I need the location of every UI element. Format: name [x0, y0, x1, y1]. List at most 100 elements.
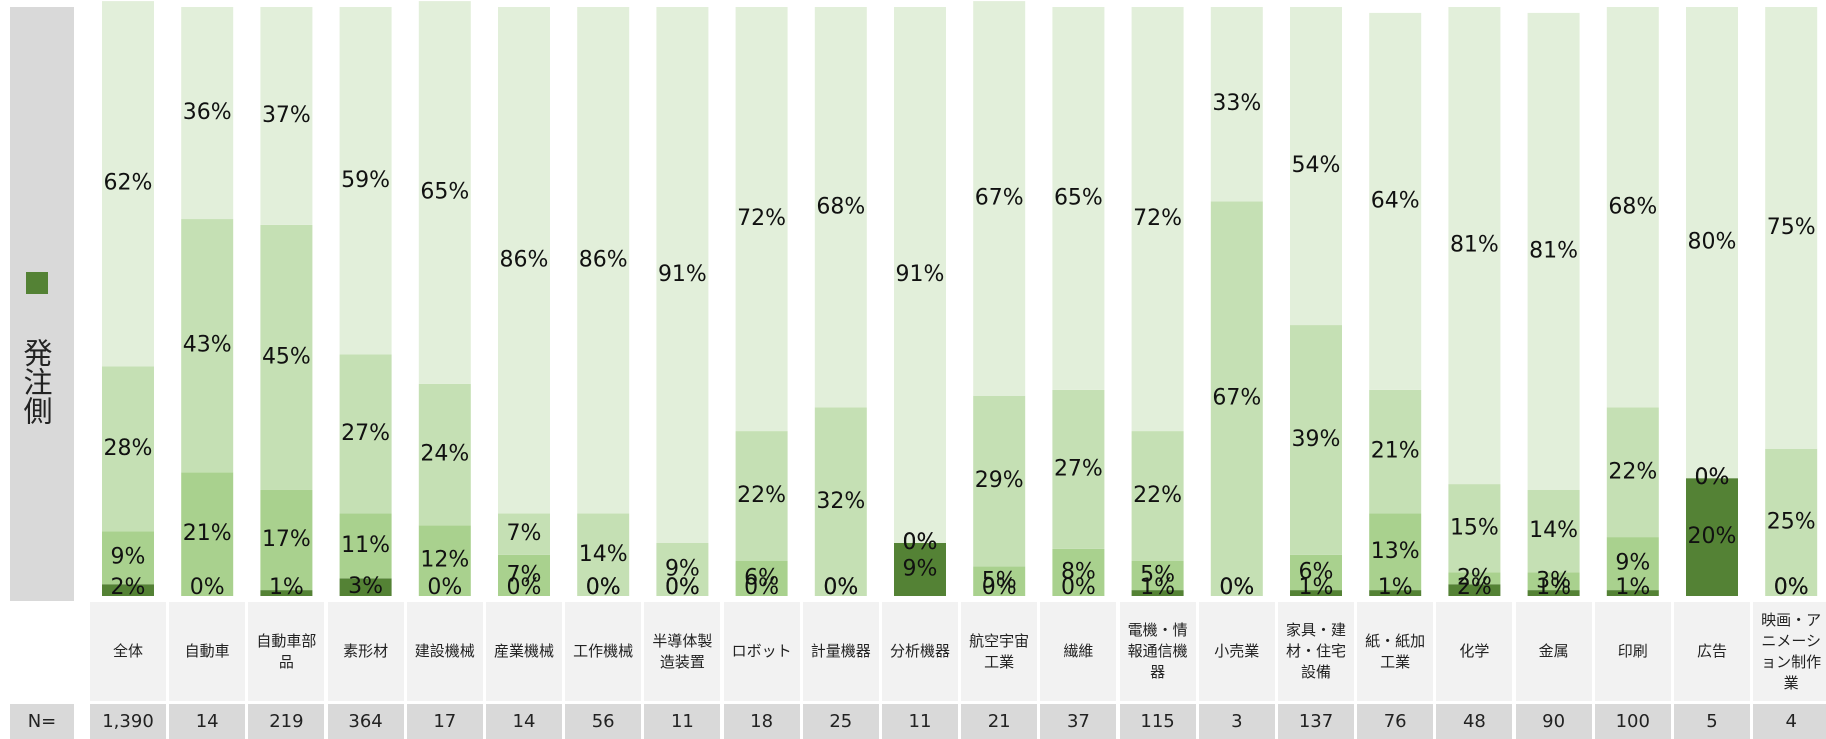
bar-segment [1052, 389, 1105, 549]
n-value: 56 [565, 704, 642, 739]
n-value: 90 [1515, 704, 1592, 739]
n-value: 219 [248, 704, 325, 739]
n-value: 137 [1278, 704, 1354, 739]
data-label: 43% [183, 333, 232, 358]
data-label: 81% [1529, 238, 1578, 263]
data-label: 67% [975, 185, 1024, 210]
bar-segment [339, 7, 392, 355]
bar-segment [1369, 590, 1422, 596]
data-label: 7% [507, 562, 542, 587]
category-label: 自動車部品 [248, 602, 325, 701]
bar-segment [1290, 590, 1342, 596]
data-label: 9% [1615, 551, 1650, 576]
bar-segment [102, 584, 154, 596]
data-label: 22% [1608, 459, 1657, 484]
category-label: ロボット [723, 602, 800, 701]
bar-segment [577, 7, 630, 514]
bar-segment [181, 219, 234, 473]
data-label: 28% [104, 436, 153, 461]
data-label: 39% [1292, 427, 1341, 452]
data-label: 8% [1061, 559, 1096, 584]
data-label: 25% [1767, 509, 1816, 534]
data-label: 0% [1695, 465, 1730, 490]
data-label: 59% [341, 168, 390, 193]
bar-segment [656, 7, 709, 543]
data-label: 37% [262, 103, 311, 128]
bar-segment [1131, 7, 1184, 432]
n-value: 115 [1119, 704, 1196, 739]
n-value: 3 [1198, 704, 1275, 739]
data-label: 0% [903, 530, 938, 555]
data-label: 0% [190, 575, 225, 600]
data-label: 1% [1140, 575, 1175, 600]
bar-segment [498, 554, 550, 596]
bar-segment [260, 7, 313, 225]
bar-segment [181, 472, 234, 596]
category-label: 繊維 [1040, 602, 1117, 701]
bar-segment [1131, 431, 1184, 561]
data-label: 6% [1299, 559, 1334, 584]
n-value: 25 [802, 704, 879, 739]
data-label: 0% [507, 575, 542, 600]
bar-segment [1369, 513, 1422, 591]
data-label: 0% [586, 575, 621, 600]
legend-swatch [26, 272, 48, 294]
data-label: 45% [262, 344, 311, 369]
data-label: 1% [1615, 575, 1650, 600]
category-label: 金属 [1515, 602, 1592, 701]
data-label: 9% [665, 556, 700, 581]
category-label: 印刷 [1594, 602, 1671, 701]
data-label: 11% [341, 533, 390, 558]
bar-segment [418, 1, 471, 384]
data-label: 12% [420, 548, 469, 573]
bar-segment [1210, 201, 1263, 596]
n-value: 14 [169, 704, 246, 739]
data-label: 65% [420, 180, 469, 205]
data-label: 80% [1688, 230, 1737, 255]
data-label: 24% [420, 442, 469, 467]
bar-segment [418, 383, 471, 526]
category-label: 映画・アニメーション制作業 [1753, 602, 1826, 701]
data-label: 62% [104, 171, 153, 196]
data-label: 27% [1054, 456, 1103, 481]
bar-segment [1369, 12, 1422, 390]
bar-segment [181, 7, 234, 220]
data-label: 0% [903, 530, 938, 555]
bar-segment [1527, 590, 1580, 596]
bar-segment [1606, 407, 1659, 538]
bar-segment [735, 7, 788, 432]
data-label: 0% [1061, 575, 1096, 600]
data-label: 6% [744, 565, 779, 590]
data-label: 67% [1212, 386, 1261, 411]
data-label: 0% [1774, 575, 1809, 600]
data-label: 2% [111, 575, 146, 600]
bar-segment [498, 513, 550, 555]
n-value: 17 [406, 704, 483, 739]
data-label: 0% [1695, 465, 1730, 490]
bar-segment [1448, 584, 1501, 596]
data-label: 15% [1450, 515, 1499, 540]
data-label: 32% [816, 489, 865, 514]
data-label: 72% [737, 206, 786, 231]
data-label: 5% [1140, 562, 1175, 587]
data-label: 1% [1378, 575, 1413, 600]
data-label: 86% [579, 247, 628, 272]
data-label: 14% [1529, 518, 1578, 543]
bar-segment [735, 560, 788, 596]
category-label: 電機・情報通信機器 [1119, 602, 1196, 701]
data-label: 0% [1774, 575, 1809, 600]
n-value: 5 [1674, 704, 1750, 739]
data-label: 5% [982, 568, 1017, 593]
data-label: 13% [1371, 539, 1420, 564]
bar-segment [1606, 7, 1659, 408]
data-label: 0% [665, 575, 700, 600]
n-value: 4 [1753, 704, 1826, 739]
data-label: 1% [1299, 575, 1334, 600]
data-label: 0% [823, 575, 858, 600]
data-label: 0% [1219, 575, 1254, 600]
n-value: 48 [1436, 704, 1513, 739]
bar-segment [1527, 572, 1580, 591]
bar-segment [1052, 7, 1105, 390]
